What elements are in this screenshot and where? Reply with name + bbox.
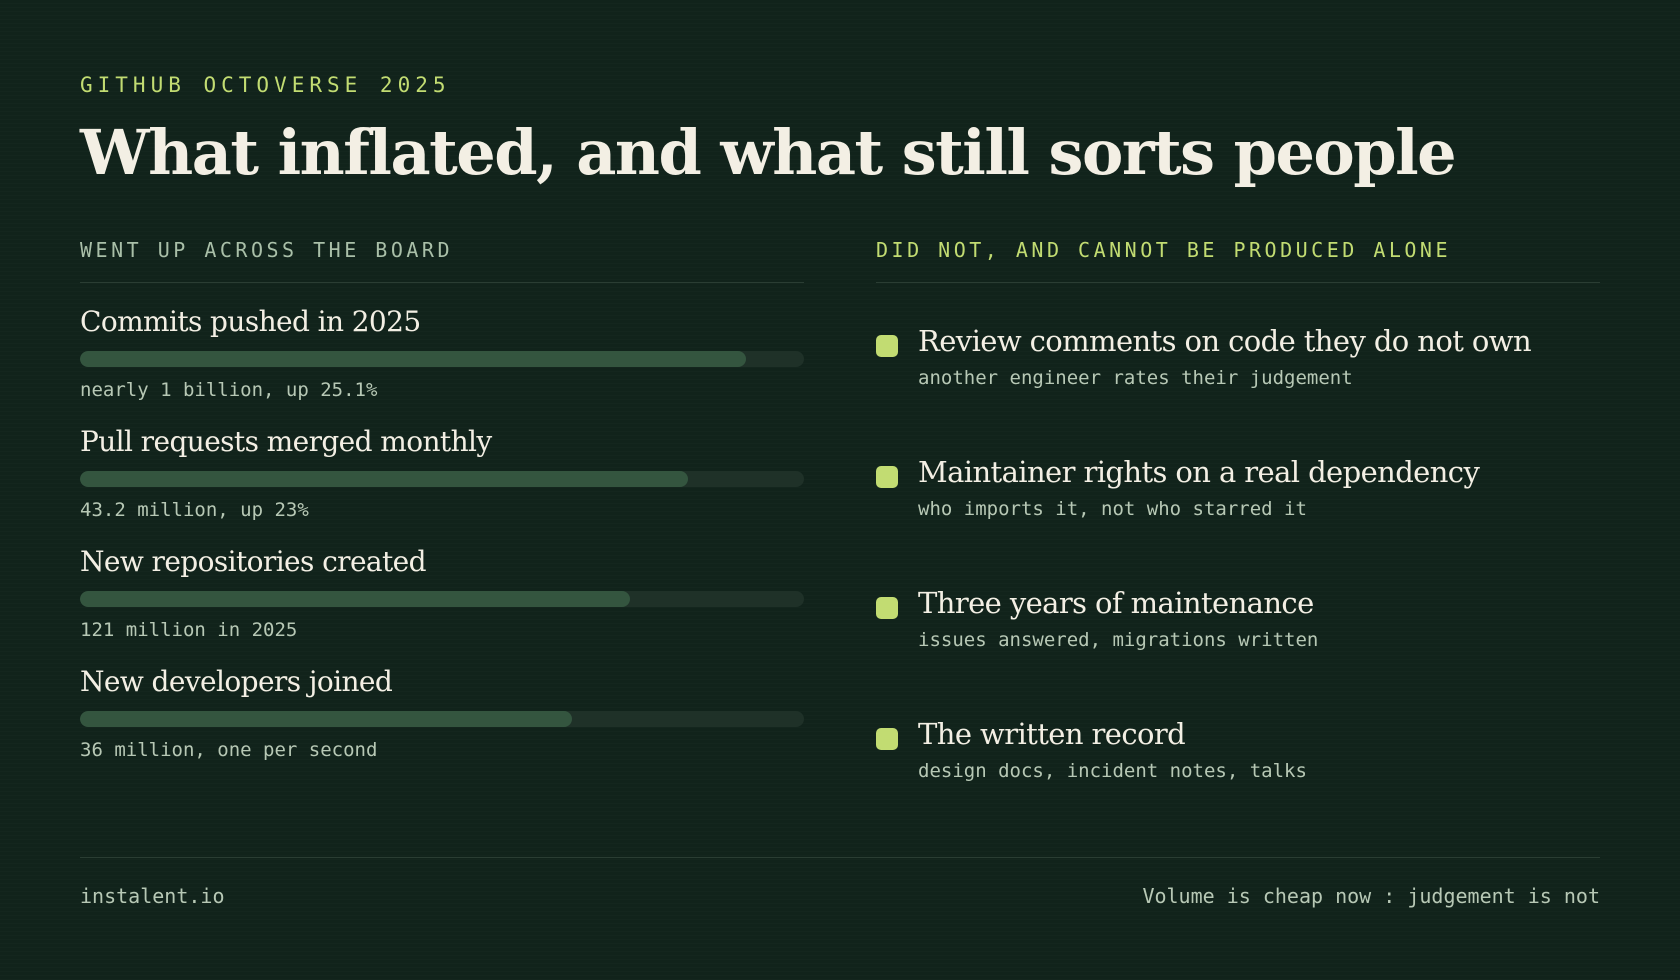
- left-column: WENT UP ACROSS THE BOARD Commits pushed …: [80, 236, 804, 847]
- list-item-title: Three years of maintenance: [918, 586, 1314, 620]
- list-item-body: Three years of maintenance issues answer…: [918, 585, 1318, 653]
- metric-bar-fill: [80, 591, 631, 607]
- list-item: Maintainer rights on a real dependency w…: [876, 454, 1600, 546]
- metric-bar-track: [80, 471, 804, 487]
- list-item-body: Review comments on code they do not own …: [918, 323, 1532, 391]
- metric-bar-track: [80, 591, 804, 607]
- square-bullet-icon: [876, 466, 898, 488]
- metric-bar-track: [80, 351, 804, 367]
- list-item: The written record design docs, incident…: [876, 716, 1600, 808]
- list-item-note: issues answered, migrations written: [918, 629, 1319, 651]
- metric-bar-track: [80, 711, 804, 727]
- page-title: What inflated, and what still sorts peop…: [80, 116, 1457, 189]
- list-item-note: another engineer rates their judgement: [918, 367, 1353, 389]
- metric-label: New repositories created: [80, 545, 427, 578]
- columns: WENT UP ACROSS THE BOARD Commits pushed …: [80, 236, 1600, 847]
- list-item-body: Maintainer rights on a real dependency w…: [918, 454, 1480, 522]
- metric-note: 121 million in 2025: [80, 619, 298, 641]
- metric-bar-fill: [80, 471, 689, 487]
- list-item: Three years of maintenance issues answer…: [876, 585, 1600, 677]
- eyebrow-label: GITHUB OCTOVERSE 2025: [80, 73, 451, 97]
- right-column: DID NOT, AND CANNOT BE PRODUCED ALONE Re…: [876, 236, 1600, 847]
- list-item-title: Maintainer rights on a real dependency: [918, 455, 1480, 489]
- metric-note: 36 million, one per second: [80, 739, 378, 761]
- metric-bar-fill: [80, 711, 573, 727]
- footer: instalent.io Volume is cheap now : judge…: [80, 857, 1600, 908]
- list-item-body: The written record design docs, incident…: [918, 716, 1307, 784]
- metric-label: Pull requests merged monthly: [80, 425, 492, 458]
- metric-developers: New developers joined 36 million, one pe…: [80, 665, 804, 763]
- square-bullet-icon: [876, 597, 898, 619]
- metric-repositories: New repositories created 121 million in …: [80, 545, 804, 643]
- metric-pull-requests: Pull requests merged monthly 43.2 millio…: [80, 425, 804, 523]
- left-column-heading: WENT UP ACROSS THE BOARD: [80, 236, 804, 283]
- metric-commits: Commits pushed in 2025 nearly 1 billion,…: [80, 305, 804, 403]
- list-item-title: Review comments on code they do not own: [918, 324, 1532, 358]
- square-bullet-icon: [876, 728, 898, 750]
- metric-note: nearly 1 billion, up 25.1%: [80, 379, 378, 401]
- list-item-note: who imports it, not who starred it: [918, 498, 1307, 520]
- list-item-title: The written record: [918, 717, 1186, 751]
- right-column-heading: DID NOT, AND CANNOT BE PRODUCED ALONE: [876, 236, 1600, 283]
- metric-label: New developers joined: [80, 665, 393, 698]
- list-item-note: design docs, incident notes, talks: [918, 760, 1307, 782]
- metric-note: 43.2 million, up 23%: [80, 499, 309, 521]
- metric-label: Commits pushed in 2025: [80, 305, 421, 338]
- square-bullet-icon: [876, 335, 898, 357]
- footer-tagline: Volume is cheap now : judgement is not: [1142, 884, 1600, 908]
- signal-list: Review comments on code they do not own …: [876, 323, 1600, 808]
- metric-bar-fill: [80, 351, 747, 367]
- footer-site: instalent.io: [80, 884, 225, 908]
- list-item: Review comments on code they do not own …: [876, 323, 1600, 415]
